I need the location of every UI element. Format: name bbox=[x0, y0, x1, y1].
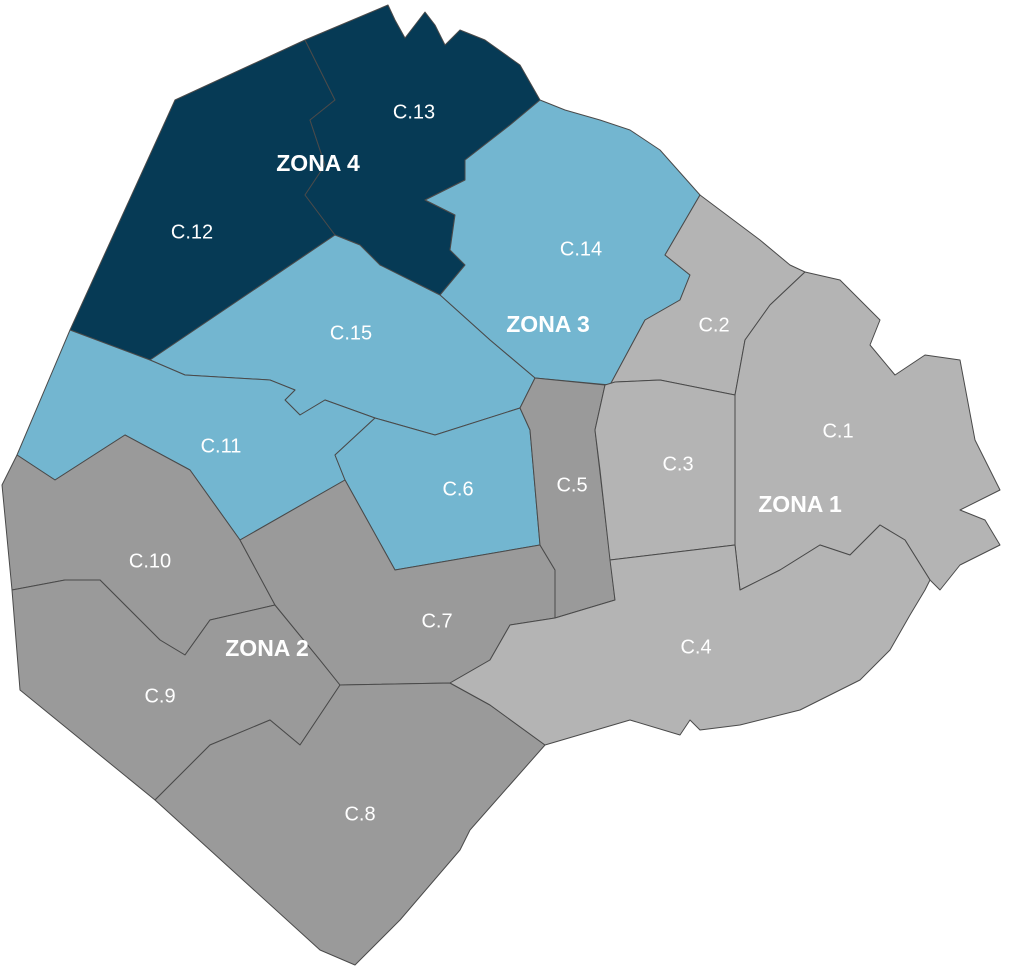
comuna-label: C.10 bbox=[129, 550, 171, 572]
comuna-label: C.13 bbox=[393, 101, 435, 123]
zone-label: ZONA 1 bbox=[758, 491, 842, 517]
comuna-4 bbox=[449, 524, 931, 746]
comuna-label: C.5 bbox=[556, 474, 587, 496]
zone-label: ZONA 2 bbox=[225, 635, 309, 661]
comuna-label: C.9 bbox=[144, 685, 175, 707]
zone-label: ZONA 4 bbox=[276, 150, 360, 176]
comuna-label: C.1 bbox=[822, 420, 853, 442]
comuna-label: C.3 bbox=[662, 453, 693, 475]
comuna-label: C.6 bbox=[442, 478, 473, 500]
comuna-label: C.12 bbox=[171, 221, 213, 243]
comuna-label: C.11 bbox=[201, 435, 242, 457]
comuna-label: C.8 bbox=[344, 803, 375, 825]
comuna-label: C.14 bbox=[560, 238, 602, 260]
comuna-label: C.4 bbox=[680, 636, 711, 658]
comuna-label: C.15 bbox=[330, 322, 372, 344]
comuna-label: C.7 bbox=[421, 610, 452, 632]
comuna-label: C.2 bbox=[698, 314, 729, 336]
zone-label: ZONA 3 bbox=[506, 311, 590, 337]
